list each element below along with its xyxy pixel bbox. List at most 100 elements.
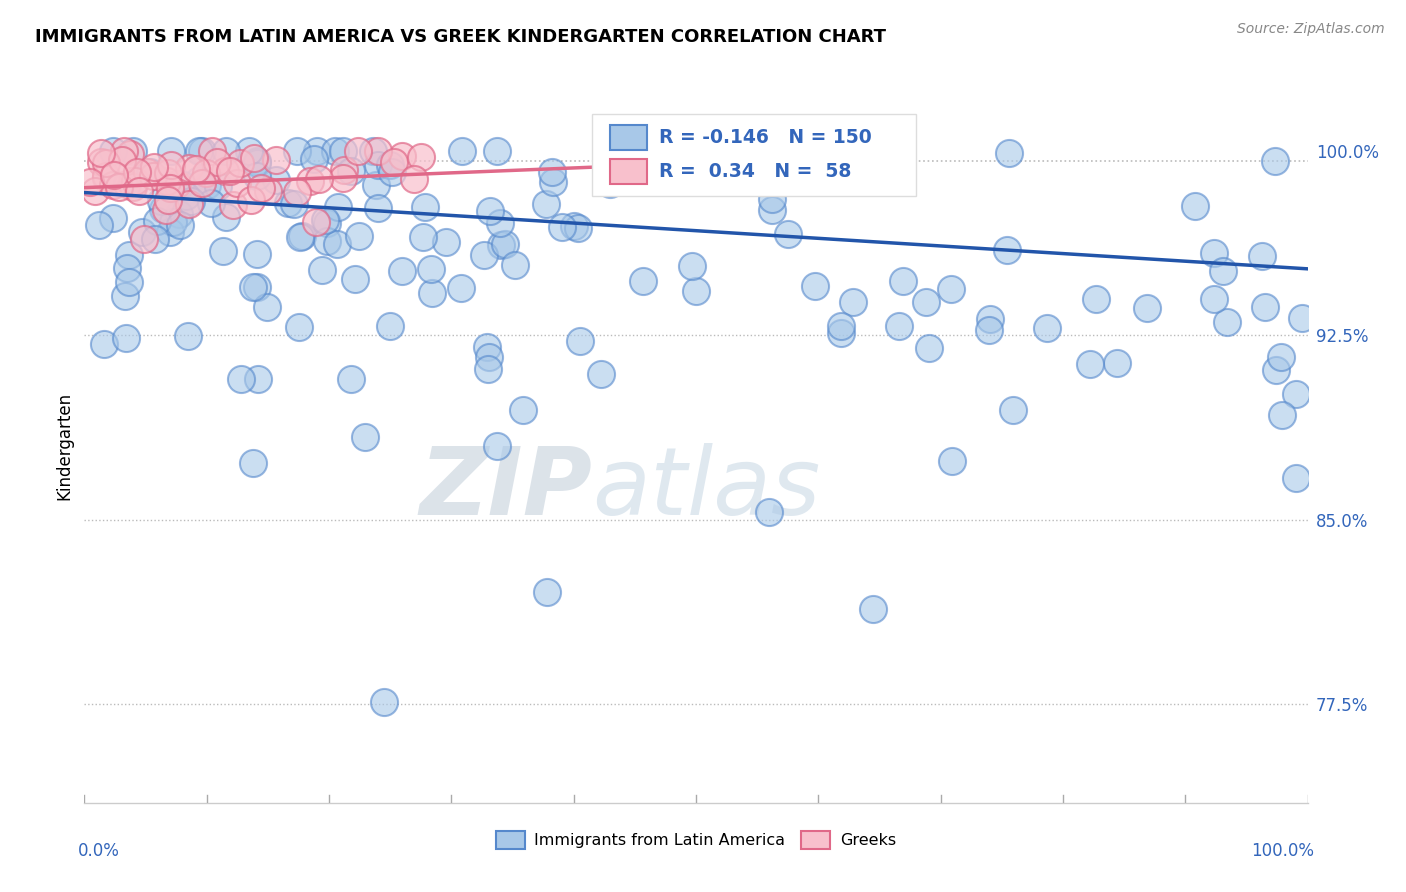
Y-axis label: Kindergarten: Kindergarten bbox=[55, 392, 73, 500]
Point bbox=[591, 368, 613, 382]
Text: IMMIGRANTS FROM LATIN AMERICA VS GREEK KINDERGARTEN CORRELATION CHART: IMMIGRANTS FROM LATIN AMERICA VS GREEK K… bbox=[35, 29, 886, 46]
Point bbox=[889, 318, 911, 333]
Point bbox=[568, 334, 591, 348]
Point bbox=[101, 211, 124, 225]
Point bbox=[1251, 249, 1274, 263]
Point bbox=[250, 181, 273, 195]
Point bbox=[391, 149, 413, 163]
Point bbox=[391, 264, 413, 278]
Point bbox=[160, 144, 183, 158]
Point bbox=[207, 178, 229, 193]
Point bbox=[124, 174, 146, 188]
Legend: Immigrants from Latin America, Greeks: Immigrants from Latin America, Greeks bbox=[489, 824, 903, 855]
Point bbox=[344, 271, 367, 285]
Point bbox=[378, 158, 401, 172]
FancyBboxPatch shape bbox=[592, 114, 917, 196]
Point bbox=[349, 229, 371, 244]
Point bbox=[243, 151, 266, 165]
Point bbox=[762, 157, 785, 171]
Point bbox=[1204, 245, 1226, 260]
Point bbox=[166, 177, 188, 191]
Point bbox=[488, 217, 510, 231]
Point bbox=[1270, 350, 1292, 364]
Text: R = -0.146   N = 150: R = -0.146 N = 150 bbox=[659, 128, 872, 146]
Point bbox=[146, 213, 169, 227]
Point bbox=[142, 169, 165, 183]
Point bbox=[190, 175, 212, 189]
Point bbox=[404, 171, 426, 186]
Point bbox=[125, 165, 148, 179]
Point bbox=[420, 286, 443, 301]
Point bbox=[977, 323, 1000, 337]
Point bbox=[551, 220, 574, 235]
Point bbox=[229, 372, 252, 386]
Point bbox=[110, 153, 132, 167]
Point bbox=[450, 280, 472, 294]
Point bbox=[94, 169, 117, 183]
Point bbox=[479, 203, 502, 218]
Point bbox=[187, 173, 209, 187]
Point bbox=[830, 326, 852, 341]
Point bbox=[285, 185, 308, 199]
FancyBboxPatch shape bbox=[610, 125, 647, 150]
Point bbox=[1136, 301, 1159, 315]
Point bbox=[177, 196, 200, 211]
Point bbox=[159, 181, 181, 195]
Point bbox=[174, 189, 197, 203]
Point bbox=[1254, 300, 1277, 314]
Point bbox=[323, 144, 346, 158]
Point bbox=[94, 171, 117, 186]
Point bbox=[380, 318, 402, 333]
Point bbox=[419, 261, 441, 276]
Point bbox=[685, 284, 707, 298]
Point bbox=[631, 274, 654, 288]
Point bbox=[214, 163, 236, 178]
Point bbox=[562, 219, 585, 234]
Point bbox=[238, 144, 260, 158]
Point bbox=[998, 146, 1021, 161]
Point bbox=[226, 176, 249, 190]
Point bbox=[382, 154, 405, 169]
Point bbox=[170, 178, 193, 192]
Text: ZIP: ZIP bbox=[419, 442, 592, 535]
Point bbox=[132, 232, 155, 246]
Point bbox=[1265, 363, 1288, 377]
Point bbox=[162, 215, 184, 229]
Point bbox=[434, 235, 457, 249]
Point bbox=[108, 180, 131, 194]
Point bbox=[1216, 315, 1239, 329]
Point bbox=[118, 247, 141, 261]
Point bbox=[413, 201, 436, 215]
Point bbox=[914, 295, 936, 310]
Point bbox=[242, 280, 264, 294]
Point bbox=[412, 230, 434, 244]
Point bbox=[115, 178, 138, 192]
Point bbox=[939, 282, 962, 296]
Point bbox=[512, 403, 534, 417]
Point bbox=[841, 294, 863, 309]
Point bbox=[1202, 292, 1225, 306]
Point bbox=[118, 147, 141, 161]
Point bbox=[200, 144, 222, 158]
Point bbox=[277, 196, 299, 211]
Point bbox=[257, 184, 280, 198]
Point bbox=[373, 695, 395, 709]
Point bbox=[995, 243, 1018, 257]
Point bbox=[308, 171, 330, 186]
Point bbox=[93, 337, 115, 351]
Point bbox=[304, 215, 326, 229]
Point bbox=[941, 454, 963, 468]
Text: atlas: atlas bbox=[592, 443, 820, 534]
Point bbox=[114, 289, 136, 303]
Point bbox=[195, 166, 218, 180]
Point bbox=[90, 155, 112, 169]
Point bbox=[177, 161, 200, 175]
Point bbox=[361, 144, 384, 158]
Point bbox=[778, 227, 800, 241]
Point bbox=[176, 328, 198, 343]
Point bbox=[1001, 403, 1024, 417]
Point bbox=[830, 319, 852, 334]
Point bbox=[155, 202, 177, 217]
Point bbox=[494, 237, 516, 252]
Point bbox=[979, 312, 1001, 326]
